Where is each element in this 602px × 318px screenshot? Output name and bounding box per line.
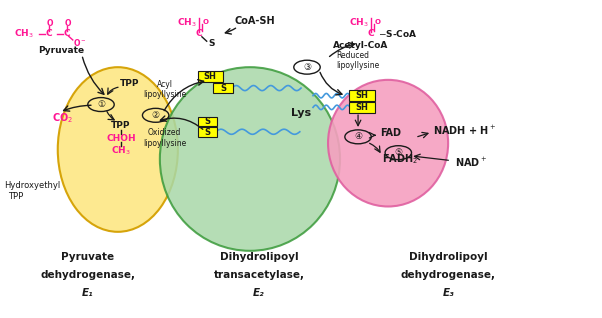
Text: Hydroxyethyl: Hydroxyethyl	[4, 181, 60, 190]
Text: Acetyl-CoA: Acetyl-CoA	[334, 41, 389, 50]
Text: SH: SH	[356, 91, 368, 100]
Text: Lys: Lys	[291, 108, 311, 118]
Text: CH$_3$: CH$_3$	[349, 17, 369, 29]
FancyBboxPatch shape	[349, 102, 376, 113]
Text: SH: SH	[356, 103, 368, 112]
Text: Dihydrolipoyl: Dihydrolipoyl	[220, 252, 298, 262]
Text: Reduced
lipoyllysine: Reduced lipoyllysine	[336, 51, 379, 70]
Text: TPP: TPP	[8, 192, 23, 202]
Text: dehydrogenase,: dehydrogenase,	[401, 270, 495, 280]
Text: FADH$_2$: FADH$_2$	[382, 152, 418, 166]
Text: S: S	[220, 84, 226, 93]
Text: CH$_3$: CH$_3$	[176, 17, 196, 29]
FancyBboxPatch shape	[197, 117, 217, 126]
FancyBboxPatch shape	[349, 90, 376, 101]
Text: CO$_2$: CO$_2$	[52, 111, 73, 125]
Ellipse shape	[58, 67, 178, 232]
Text: O: O	[46, 19, 53, 28]
Text: ①: ①	[97, 100, 105, 109]
Text: CHOH: CHOH	[106, 134, 135, 143]
Text: TPP: TPP	[111, 121, 131, 130]
Ellipse shape	[328, 80, 448, 206]
Text: ②: ②	[152, 111, 160, 120]
Text: Dihydrolipoyl: Dihydrolipoyl	[409, 252, 488, 262]
Text: Acyl
lipoyllysine: Acyl lipoyllysine	[143, 80, 186, 99]
Text: C: C	[196, 30, 202, 38]
Text: CH$_3$: CH$_3$	[111, 144, 131, 157]
Text: NADH + H$^+$: NADH + H$^+$	[433, 124, 497, 137]
Text: Pyruvate: Pyruvate	[61, 252, 114, 262]
Text: E₁: E₁	[82, 288, 93, 298]
Text: ③: ③	[303, 63, 311, 72]
FancyBboxPatch shape	[213, 83, 233, 93]
Text: dehydrogenase,: dehydrogenase,	[40, 270, 135, 280]
Text: E₂: E₂	[253, 288, 265, 298]
Text: C: C	[46, 30, 52, 38]
Text: transacetylase,: transacetylase,	[214, 270, 305, 280]
Text: Pyruvate: Pyruvate	[39, 46, 85, 55]
Text: O: O	[202, 19, 208, 25]
Text: O$^-$: O$^-$	[73, 37, 86, 48]
Text: S: S	[204, 117, 210, 126]
FancyBboxPatch shape	[197, 71, 223, 82]
Text: C: C	[368, 30, 374, 38]
Text: S: S	[204, 128, 210, 137]
Text: C: C	[64, 30, 70, 38]
Text: Oxidized
lipoyllysine: Oxidized lipoyllysine	[143, 128, 186, 148]
Text: SH: SH	[204, 72, 217, 81]
Text: $-$S-CoA: $-$S-CoA	[378, 28, 417, 39]
Text: O: O	[64, 19, 71, 28]
Text: CH$_3$: CH$_3$	[14, 28, 34, 40]
FancyBboxPatch shape	[197, 127, 217, 137]
Text: ④: ④	[354, 132, 362, 141]
Text: TPP: TPP	[120, 79, 140, 87]
Text: CoA-SH: CoA-SH	[235, 16, 276, 26]
Text: O: O	[375, 19, 381, 25]
Text: NAD$^+$: NAD$^+$	[455, 156, 487, 169]
Text: S: S	[208, 39, 215, 48]
Ellipse shape	[160, 67, 340, 251]
Text: E₃: E₃	[442, 288, 454, 298]
Text: ⑤: ⑤	[394, 148, 402, 157]
Text: FAD: FAD	[380, 128, 402, 138]
